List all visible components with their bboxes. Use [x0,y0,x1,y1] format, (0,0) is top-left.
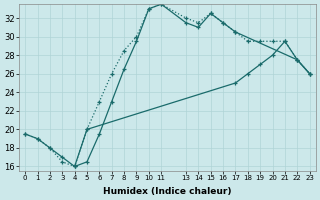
X-axis label: Humidex (Indice chaleur): Humidex (Indice chaleur) [103,187,232,196]
